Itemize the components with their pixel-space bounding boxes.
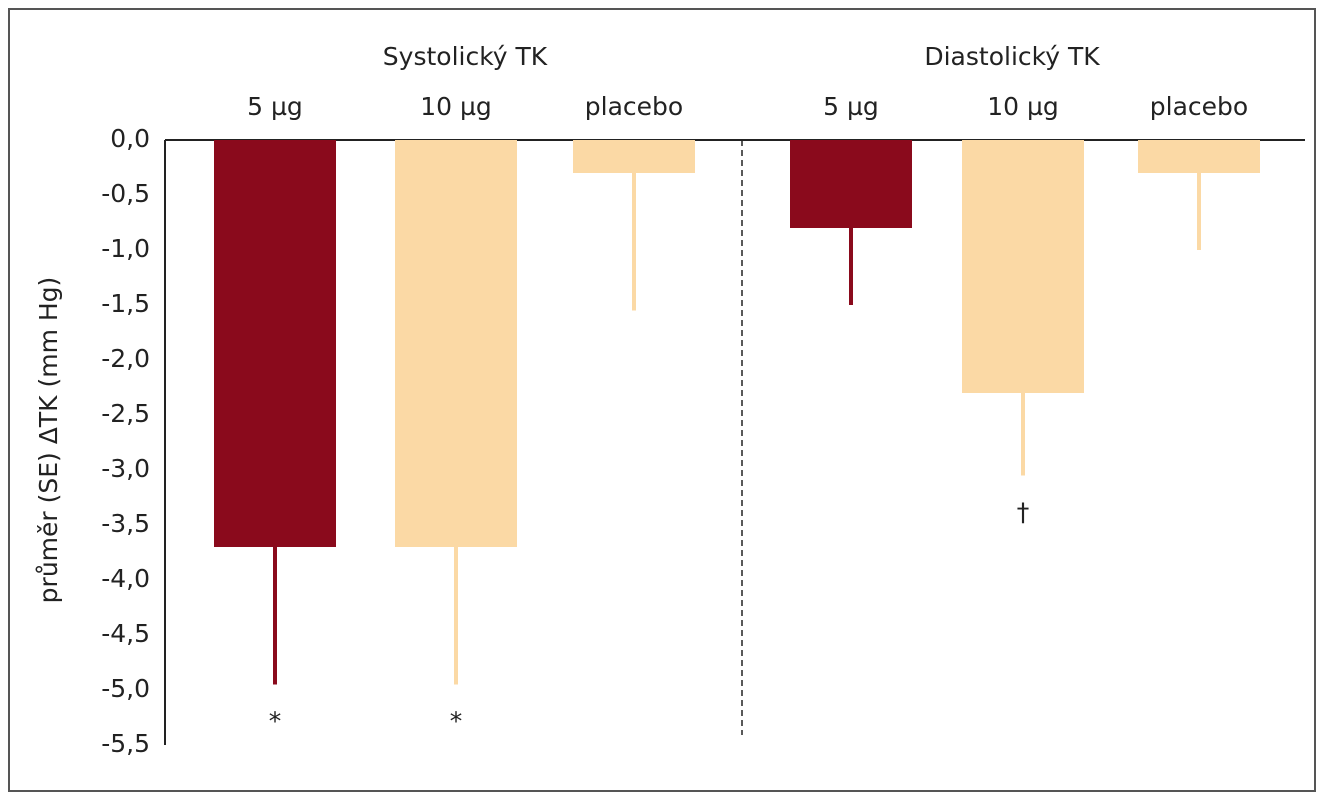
category-label: 10 µg	[420, 92, 492, 121]
annotation: †	[1017, 498, 1030, 527]
bar	[214, 140, 336, 547]
bar	[1138, 140, 1260, 173]
category-label: placebo	[585, 92, 683, 121]
category-label: placebo	[1150, 92, 1248, 121]
y-tick-label: 0,0	[110, 124, 150, 153]
annotation: *	[450, 707, 463, 736]
y-tick-label: -5,0	[101, 674, 150, 703]
bar	[962, 140, 1084, 393]
y-tick-label: -1,5	[101, 289, 150, 318]
y-tick-label: -4,0	[101, 564, 150, 593]
category-label: 5 µg	[823, 92, 879, 121]
y-tick-label: -1,0	[101, 234, 150, 263]
bar	[395, 140, 517, 547]
category-label: 5 µg	[247, 92, 303, 121]
y-tick-label: -3,0	[101, 454, 150, 483]
y-axis-label: průměr (SE) ΔTK (mm Hg)	[34, 277, 63, 604]
y-tick-label: -4,5	[101, 619, 150, 648]
group-title: Systolický TK	[383, 42, 548, 71]
y-tick-label: -5,5	[101, 729, 150, 758]
category-label: 10 µg	[987, 92, 1059, 121]
annotation: *	[269, 707, 282, 736]
frame	[8, 8, 1316, 792]
y-tick-label: -2,0	[101, 344, 150, 373]
bar	[573, 140, 695, 173]
group-title: Diastolický TK	[924, 42, 1100, 71]
bar	[790, 140, 912, 228]
y-tick-label: -0,5	[101, 179, 150, 208]
y-tick-label: -2,5	[101, 399, 150, 428]
y-tick-label: -3,5	[101, 509, 150, 538]
